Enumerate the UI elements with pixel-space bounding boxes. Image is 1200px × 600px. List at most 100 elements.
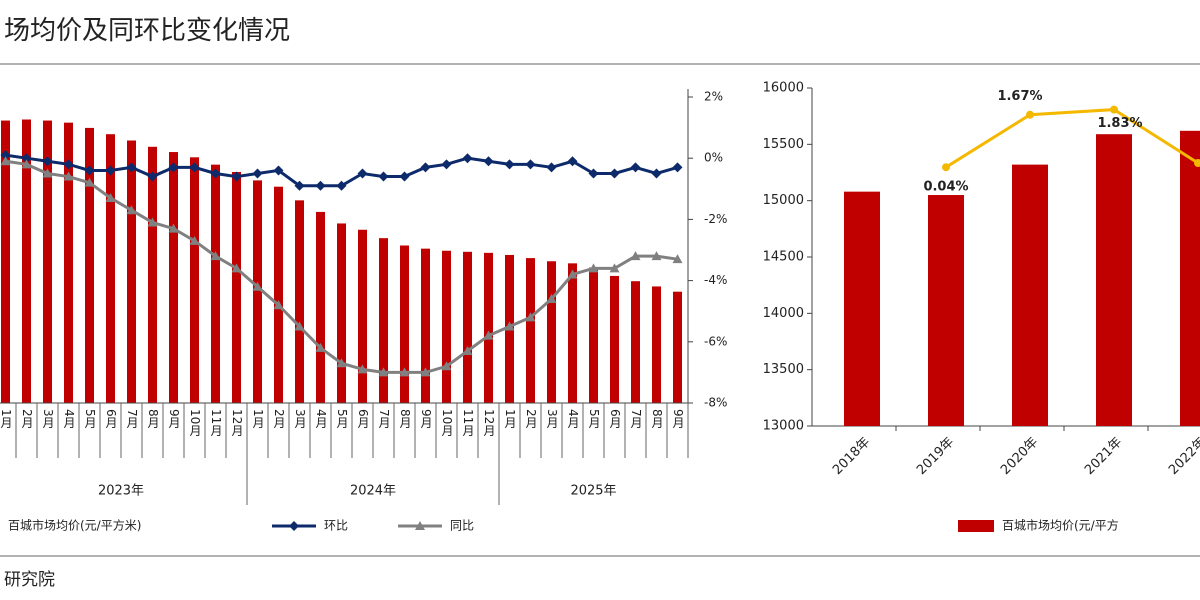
bar [673,291,682,403]
bar [526,258,535,403]
marker [441,361,452,371]
marker [84,165,95,176]
marker [336,180,347,191]
y-tick-label: 13500 [763,362,804,377]
title: 场均价及同环比变化情况 [4,16,290,46]
marker [0,150,11,161]
marker [63,159,74,170]
x-tick-label: 10月 [188,409,202,437]
y2-tick-label: -8% [704,396,727,410]
marker [1194,159,1200,168]
x-tick-label: 2018年 [830,435,873,478]
marker [289,521,299,531]
bar [928,195,964,426]
marker [567,156,578,167]
marker [315,342,326,352]
bar [463,251,472,403]
x-tick-label: 8月 [146,409,160,429]
marker [399,171,410,182]
group-label: 2025年 [570,484,616,499]
y2-tick-label: -2% [704,212,727,226]
bar [1,120,10,404]
marker [504,321,515,331]
x-tick-label: 2020年 [998,435,1041,478]
bar [358,229,367,403]
bar [1096,134,1132,426]
x-tick-label: 9月 [167,409,181,429]
bar [1180,130,1200,426]
y-tick-label: 13000 [763,419,804,434]
marker [294,321,305,331]
marker [231,263,242,273]
marker [420,162,431,173]
bar [274,186,283,403]
bar [211,164,220,403]
x-tick-label: 6月 [104,409,118,429]
marker [546,162,557,173]
marker [630,162,641,173]
bar [610,275,619,403]
marker [399,367,410,377]
x-tick-label: 3月 [41,409,55,429]
marker [252,168,263,179]
marker [21,153,32,164]
bar [484,252,493,403]
marker [0,156,11,166]
bar [337,223,346,403]
marker [483,156,494,167]
x-tick-label: 2022年 [1166,435,1200,478]
marker [357,364,368,374]
marker [483,330,494,340]
x-tick-label: 12月 [230,409,244,437]
marker [441,159,452,170]
group-label: 2024年 [350,484,396,499]
bar [421,248,430,403]
marker [672,162,683,173]
x-tick-label: 10月 [440,409,454,437]
x-tick-label: 1月 [251,409,265,429]
x-tick-label: 2019年 [914,435,957,478]
bar [568,263,577,403]
x-tick-label: 8月 [398,409,412,429]
x-tick-label: 7月 [377,409,391,429]
y-tick-label: 14500 [763,250,804,265]
marker [105,192,116,202]
bar [64,122,73,404]
marker [462,345,473,355]
x-tick-label: 2021年 [1082,435,1125,478]
marker [504,159,515,170]
x-tick-label: 8月 [650,409,664,429]
bar [22,119,31,403]
marker [942,163,950,172]
x-tick-label: 6月 [356,409,370,429]
x-tick-label: 2月 [524,409,538,429]
data-label: 1.83% [1097,116,1142,131]
x-tick-label: 2月 [272,409,286,429]
x-tick-label: 11月 [461,409,475,437]
footer: 研究院 [4,570,55,590]
marker [525,159,536,170]
marker [415,521,425,530]
marker [378,367,389,377]
bar [232,172,241,403]
legend-swatch [958,520,994,532]
marker [609,263,620,273]
marker [336,358,347,368]
data-label: 0.04% [923,180,968,195]
y2-tick-label: -6% [704,334,727,348]
marker [420,367,431,377]
marker [609,168,620,179]
marker [105,165,116,176]
bar [148,146,157,404]
x-tick-label: 6月 [608,409,622,429]
marker [588,168,599,179]
marker [315,180,326,191]
x-tick-label: 5月 [83,409,97,429]
marker [672,254,683,264]
x-tick-label: 2月 [20,409,34,429]
marker [252,281,263,291]
bar [1012,164,1048,426]
line [945,108,1199,169]
